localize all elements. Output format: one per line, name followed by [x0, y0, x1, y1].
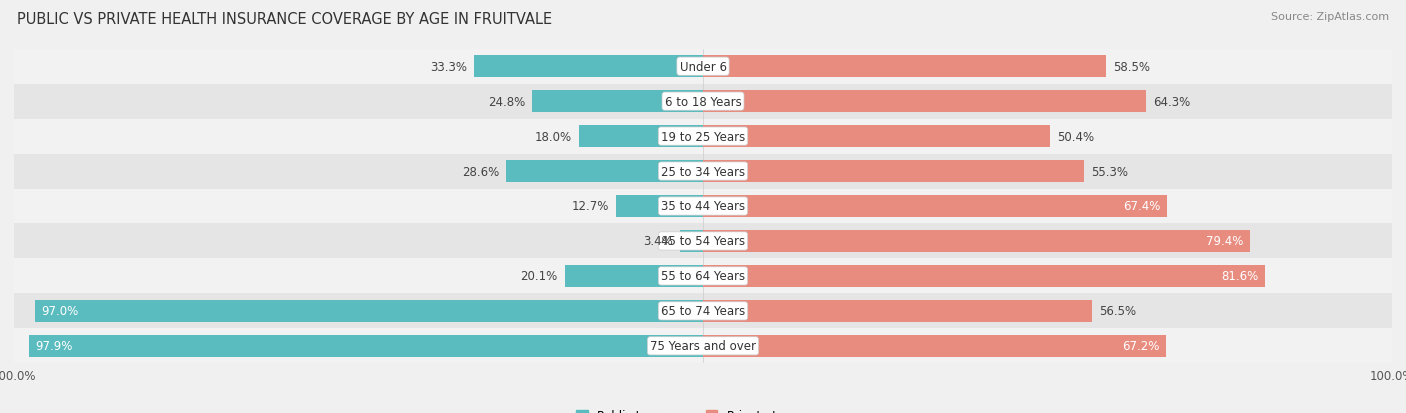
Text: 35 to 44 Years: 35 to 44 Years — [661, 200, 745, 213]
Text: PUBLIC VS PRIVATE HEALTH INSURANCE COVERAGE BY AGE IN FRUITVALE: PUBLIC VS PRIVATE HEALTH INSURANCE COVER… — [17, 12, 553, 27]
Text: 55.3%: 55.3% — [1091, 165, 1128, 178]
Bar — [14, 84, 1392, 119]
Bar — [14, 119, 1392, 154]
Text: 67.4%: 67.4% — [1123, 200, 1160, 213]
Text: 97.9%: 97.9% — [35, 339, 73, 352]
Bar — [703, 196, 1167, 217]
Bar — [531, 91, 703, 113]
Bar — [14, 154, 1392, 189]
Bar — [703, 230, 1250, 252]
Text: 3.4%: 3.4% — [643, 235, 672, 248]
Bar — [703, 335, 1166, 357]
Bar — [703, 161, 1084, 183]
Bar — [565, 266, 703, 287]
Bar — [14, 50, 1392, 84]
Bar — [703, 91, 1146, 113]
Bar — [474, 56, 703, 78]
Text: 64.3%: 64.3% — [1153, 95, 1189, 108]
Text: 97.0%: 97.0% — [42, 305, 79, 318]
Text: 12.7%: 12.7% — [571, 200, 609, 213]
Bar — [703, 300, 1092, 322]
Text: Under 6: Under 6 — [679, 61, 727, 74]
Bar — [14, 329, 1392, 363]
Bar — [579, 126, 703, 147]
Bar — [616, 196, 703, 217]
Text: 81.6%: 81.6% — [1220, 270, 1258, 283]
Text: 79.4%: 79.4% — [1206, 235, 1243, 248]
Bar — [14, 259, 1392, 294]
Text: 65 to 74 Years: 65 to 74 Years — [661, 305, 745, 318]
Bar — [14, 224, 1392, 259]
Bar — [14, 294, 1392, 329]
Text: 6 to 18 Years: 6 to 18 Years — [665, 95, 741, 108]
Text: 75 Years and over: 75 Years and over — [650, 339, 756, 352]
Text: 58.5%: 58.5% — [1114, 61, 1150, 74]
Text: 24.8%: 24.8% — [488, 95, 526, 108]
Text: 45 to 54 Years: 45 to 54 Years — [661, 235, 745, 248]
Text: 25 to 34 Years: 25 to 34 Years — [661, 165, 745, 178]
Bar — [14, 189, 1392, 224]
Text: 33.3%: 33.3% — [430, 61, 467, 74]
Text: Source: ZipAtlas.com: Source: ZipAtlas.com — [1271, 12, 1389, 22]
Legend: Public Insurance, Private Insurance: Public Insurance, Private Insurance — [571, 404, 835, 413]
Text: 56.5%: 56.5% — [1099, 305, 1136, 318]
Bar — [703, 56, 1107, 78]
Bar — [703, 126, 1050, 147]
Bar — [35, 300, 703, 322]
Bar — [679, 230, 703, 252]
Bar — [506, 161, 703, 183]
Bar — [28, 335, 703, 357]
Text: 19 to 25 Years: 19 to 25 Years — [661, 130, 745, 143]
Text: 50.4%: 50.4% — [1057, 130, 1094, 143]
Text: 67.2%: 67.2% — [1122, 339, 1159, 352]
Text: 55 to 64 Years: 55 to 64 Years — [661, 270, 745, 283]
Bar — [703, 266, 1265, 287]
Text: 18.0%: 18.0% — [534, 130, 572, 143]
Text: 28.6%: 28.6% — [461, 165, 499, 178]
Text: 20.1%: 20.1% — [520, 270, 558, 283]
